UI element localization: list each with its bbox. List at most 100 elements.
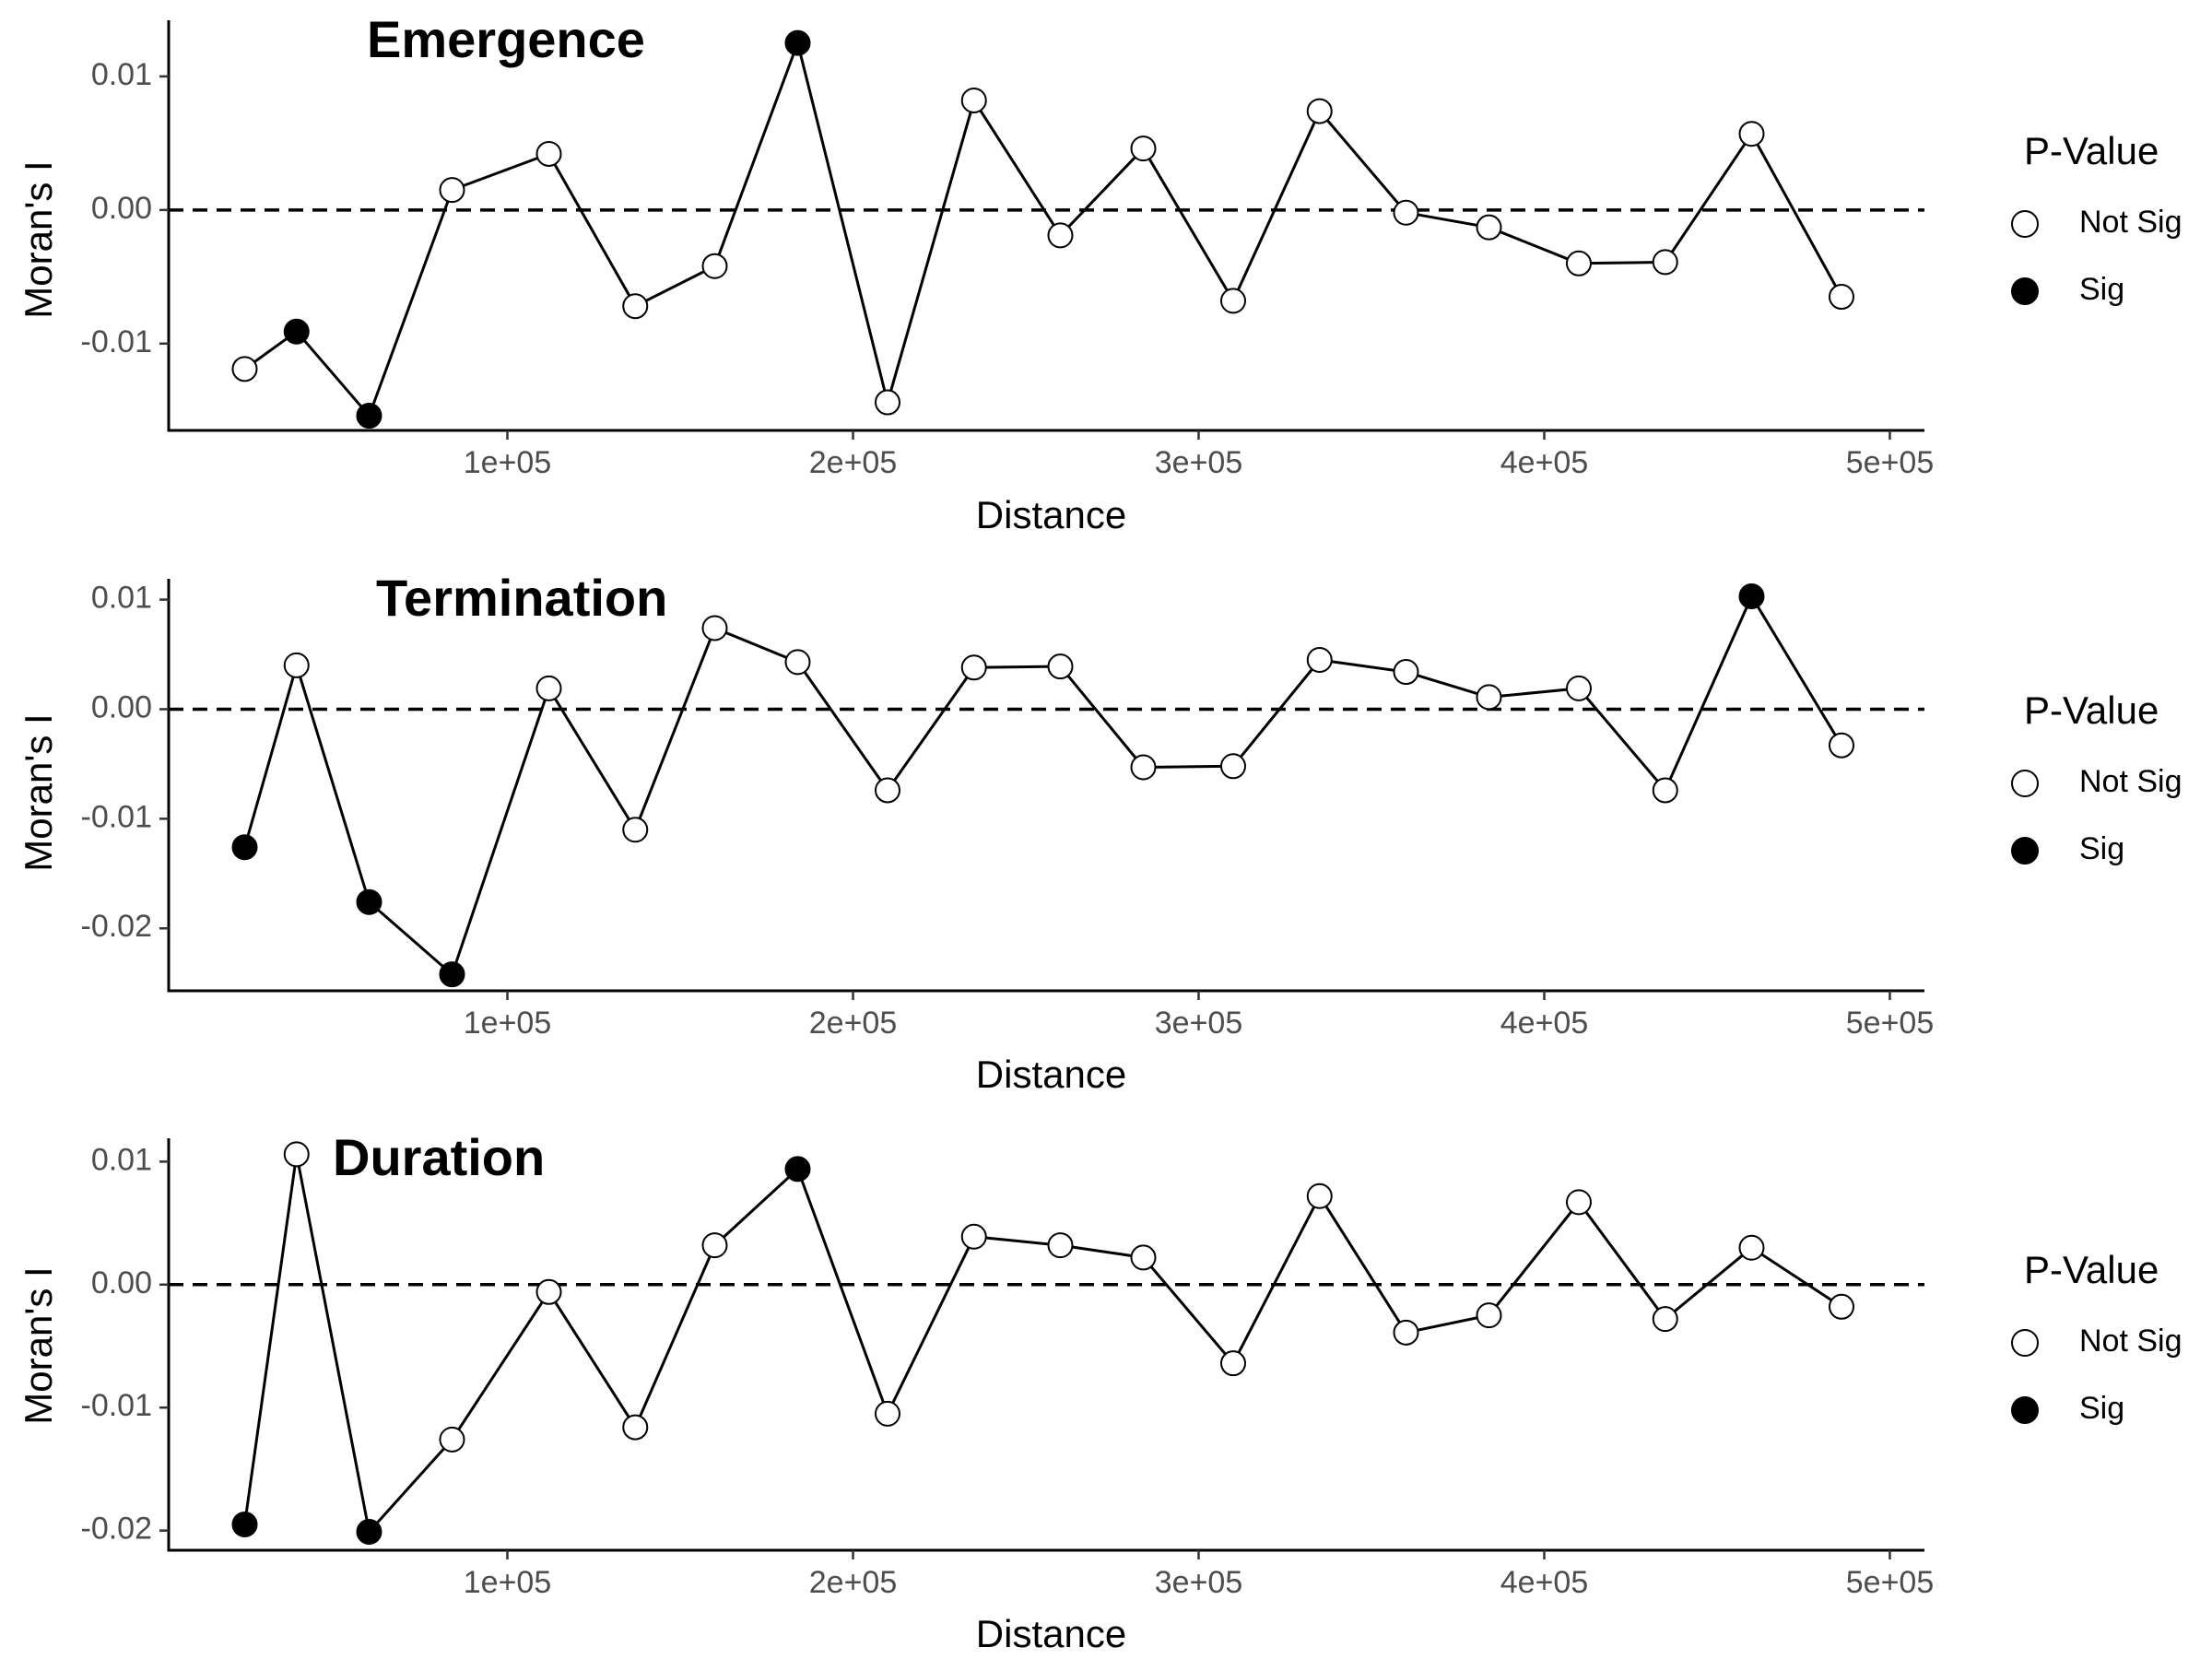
data-point-not-sig (1829, 1293, 1854, 1320)
data-point-not-sig (1652, 249, 1678, 276)
data-point-not-sig (701, 253, 728, 279)
data-point-not-sig (1829, 732, 1854, 759)
data-point-sig (231, 1511, 258, 1537)
data-point-sig (784, 1156, 811, 1182)
data-point-not-sig (622, 1414, 649, 1441)
panel-duration: 0.01 0.00 -0.01 -0.02 1e+05 2e+05 3e+05 4e+05 5e… (17, 1128, 2183, 1655)
x-tick-label: 1e+05 (464, 445, 552, 480)
y-tick-label: -0.01 (81, 799, 153, 834)
data-point-not-sig (1476, 684, 1502, 711)
y-tick-label: 0.01 (91, 57, 152, 92)
data-point-not-sig (1476, 1302, 1502, 1329)
data-point-not-sig (1738, 121, 1765, 147)
data-point-sig (231, 834, 258, 861)
data-point-sig (356, 1518, 382, 1545)
data-point-not-sig (1652, 1306, 1678, 1333)
y-axis-title: Moran's I (17, 1266, 60, 1424)
data-point-not-sig (875, 389, 900, 416)
data-point-not-sig (1306, 1182, 1333, 1209)
data-point-not-sig (1652, 777, 1678, 804)
data-point-not-sig (1306, 98, 1333, 124)
data-point-not-sig (1566, 1189, 1592, 1216)
data-point-not-sig (1566, 675, 1592, 701)
x-tick-label: 5e+05 (1846, 1006, 1935, 1041)
legend-key-sig (2011, 1396, 2039, 1424)
legend-title: P-Value (2024, 688, 2159, 732)
y-tick-label: 0.01 (91, 581, 152, 616)
legend-label-not-sig: Not Sig (2079, 205, 2183, 240)
data-point-not-sig (283, 652, 310, 678)
y-tick-label: -0.01 (81, 1388, 153, 1423)
data-point-sig (1738, 583, 1765, 610)
legend-key-sig (2011, 277, 2039, 305)
data-point-sig (283, 318, 310, 345)
data-point-not-sig (1130, 754, 1157, 781)
x-tick-label: 2e+05 (809, 445, 898, 480)
x-tick-label: 5e+05 (1846, 445, 1935, 480)
data-point-not-sig (784, 649, 811, 676)
data-point-not-sig (1476, 214, 1502, 241)
x-axis-title: Distance (976, 1053, 1126, 1096)
x-tick-label: 2e+05 (809, 1565, 898, 1600)
data-point-not-sig (960, 87, 987, 113)
legend-label-sig: Sig (2079, 831, 2124, 866)
legend-label-not-sig: Not Sig (2079, 1324, 2183, 1359)
data-point-not-sig (875, 1400, 900, 1427)
panel-termination: 0.01 0.00 -0.01 -0.02 1e+05 2e+05 3e+05 4e+05 5e… (17, 569, 2183, 1096)
x-tick-label: 5e+05 (1846, 1565, 1935, 1600)
x-tick-label: 4e+05 (1500, 445, 1589, 480)
data-point-not-sig (622, 293, 649, 320)
x-tick-label: 2e+05 (809, 1006, 898, 1041)
legend-label-not-sig: Not Sig (2079, 764, 2183, 799)
data-point-not-sig (535, 1278, 562, 1305)
data-point-not-sig (1393, 659, 1419, 686)
legend-label-sig: Sig (2079, 272, 2124, 307)
data-point-not-sig (439, 177, 465, 204)
data-point-not-sig (1566, 250, 1592, 276)
x-tick-label: 1e+05 (464, 1565, 552, 1600)
y-tick-label: -0.02 (81, 909, 153, 944)
panel-emergence: 0.01 0.00 -0.01 1e+05 2e+05 3e+05 4e+05 5e+05 Di… (17, 10, 2183, 536)
y-tick-label: 0.00 (91, 191, 152, 226)
data-point-not-sig (535, 140, 562, 167)
x-axis-title: Distance (976, 1612, 1126, 1655)
panel-title: Emergence (367, 10, 645, 68)
data-point-not-sig (1130, 1244, 1157, 1271)
panel-title: Termination (376, 569, 667, 627)
data-point-not-sig (439, 1426, 465, 1453)
y-tick-label: 0.01 (91, 1142, 152, 1177)
data-point-not-sig (1829, 284, 1854, 311)
data-point-not-sig (1306, 646, 1333, 673)
data-point-not-sig (1738, 1234, 1765, 1261)
y-axis-title: Moran's I (17, 713, 60, 871)
legend-key-not-sig (2011, 1329, 2039, 1357)
y-tick-label: 0.00 (91, 689, 152, 724)
panel-title: Duration (333, 1128, 545, 1186)
series-line (243, 41, 1843, 418)
y-axis-title: Moran's I (17, 160, 60, 318)
data-point-not-sig (1220, 1350, 1246, 1377)
data-point-sig (356, 888, 382, 915)
data-point-not-sig (1047, 1232, 1074, 1259)
data-point-not-sig (283, 1141, 310, 1168)
data-point-not-sig (1393, 1319, 1419, 1346)
data-point-not-sig (1220, 288, 1246, 314)
legend: P-Value Not Sig Sig (2011, 129, 2183, 307)
data-point-not-sig (1393, 199, 1419, 226)
data-point-not-sig (622, 817, 649, 843)
y-tick-label: -0.01 (81, 324, 153, 359)
series-line (243, 594, 1843, 976)
series-line (243, 1152, 1842, 1534)
x-tick-label: 3e+05 (1155, 1565, 1243, 1600)
legend: P-Value Not Sig Sig (2011, 688, 2183, 866)
legend-title: P-Value (2024, 129, 2159, 172)
data-point-not-sig (1047, 653, 1074, 680)
legend-key-sig (2011, 837, 2039, 865)
x-tick-label: 4e+05 (1500, 1006, 1589, 1041)
data-point-not-sig (875, 777, 900, 804)
x-tick-label: 4e+05 (1500, 1565, 1589, 1600)
data-point-not-sig (701, 615, 728, 641)
data-point-sig (356, 403, 382, 429)
x-tick-label: 1e+05 (464, 1006, 552, 1041)
